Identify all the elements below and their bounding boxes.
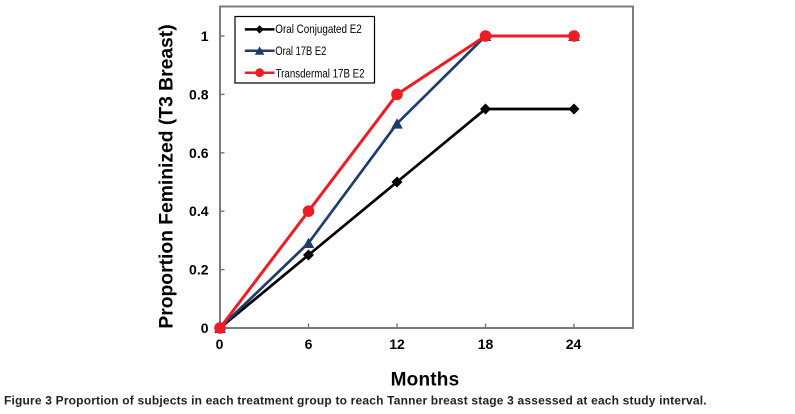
- svg-text:12: 12: [389, 336, 405, 352]
- svg-text:0.6: 0.6: [189, 145, 209, 161]
- svg-text:6: 6: [305, 336, 313, 352]
- svg-text:Oral Conjugated E2: Oral Conjugated E2: [275, 22, 362, 36]
- svg-text:0.8: 0.8: [189, 86, 209, 102]
- svg-text:Oral 17B E2: Oral 17B E2: [275, 44, 326, 58]
- svg-text:Transdermal 17B E2: Transdermal 17B E2: [276, 66, 365, 80]
- svg-text:0.2: 0.2: [189, 262, 209, 278]
- svg-text:0.4: 0.4: [189, 203, 209, 219]
- svg-text:Proportion Feminized (T3 Breas: Proportion Feminized (T3 Breast): [157, 24, 178, 328]
- svg-text:24: 24: [566, 336, 582, 352]
- svg-text:1: 1: [201, 28, 209, 44]
- svg-text:0: 0: [201, 320, 209, 336]
- svg-text:Months: Months: [391, 370, 460, 391]
- svg-text:0: 0: [216, 336, 224, 352]
- svg-text:18: 18: [478, 336, 494, 352]
- svg-text:Figure 3 Proportion of subject: Figure 3 Proportion of subjects in each …: [4, 394, 707, 408]
